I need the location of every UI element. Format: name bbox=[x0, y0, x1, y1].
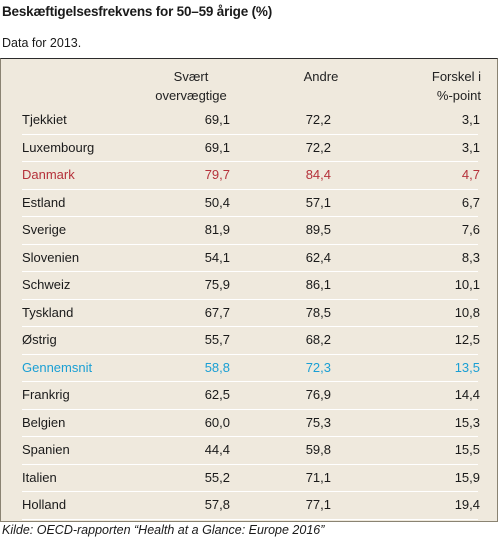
obese-cell: 55,2 bbox=[204, 469, 230, 485]
country-cell: Slovenien bbox=[22, 249, 80, 265]
obese-cell: 81,9 bbox=[204, 222, 230, 237]
country-cell: Danmark bbox=[22, 167, 75, 182]
others-cell: 71,1 bbox=[305, 469, 331, 485]
others-cell: 68,2 bbox=[305, 332, 331, 347]
table-row: Holland 57,8 77,1 19,4 bbox=[22, 492, 480, 520]
data-table: Svært overvægtige Andre Forskel i %-poin… bbox=[0, 58, 498, 522]
country-cell: Holland bbox=[22, 497, 67, 512]
country-cell: Luxembourg bbox=[22, 139, 95, 155]
table-row: Spanien 44,4 59,8 15,5 bbox=[22, 437, 480, 465]
others-cell: 59,8 bbox=[305, 442, 331, 457]
difference-cell: 15,3 bbox=[454, 414, 480, 430]
difference-cell: 10,8 bbox=[454, 304, 480, 320]
table-row: Gennemsnit 58,8 72,3 13,5 bbox=[22, 355, 480, 382]
header-others: Andre bbox=[303, 69, 339, 84]
others-cell: 72,2 bbox=[305, 139, 331, 155]
header-obese: Svært overvægtige bbox=[155, 69, 227, 103]
source-note: Kilde: OECD-rapporten “Health at a Glanc… bbox=[2, 523, 325, 537]
table-row: Østrig 55,7 68,2 12,5 bbox=[22, 327, 480, 355]
others-cell: 86,1 bbox=[305, 277, 331, 292]
others-cell: 62,4 bbox=[305, 249, 331, 265]
table-row: Estland 50,4 57,1 6,7 bbox=[22, 190, 480, 217]
others-cell: 89,5 bbox=[305, 222, 331, 237]
obese-cell: 54,1 bbox=[204, 249, 230, 265]
obese-cell: 58,8 bbox=[204, 359, 230, 375]
table-row: Italien 55,2 71,1 15,9 bbox=[22, 465, 480, 492]
difference-cell: 4,7 bbox=[461, 167, 480, 182]
table-row: Tyskland 67,7 78,5 10,8 bbox=[22, 300, 480, 327]
country-cell: Tjekkiet bbox=[22, 112, 67, 127]
country-cell: Schweiz bbox=[22, 277, 71, 292]
obese-cell: 60,0 bbox=[204, 414, 230, 430]
obese-cell: 75,9 bbox=[204, 277, 230, 292]
country-cell: Estland bbox=[22, 194, 66, 210]
table-subtitle: Data for 2013. bbox=[2, 36, 82, 50]
obese-cell: 69,1 bbox=[204, 112, 230, 127]
obese-cell: 44,4 bbox=[204, 442, 230, 457]
others-cell: 78,5 bbox=[305, 304, 331, 320]
difference-cell: 14,4 bbox=[454, 387, 480, 402]
obese-cell: 62,5 bbox=[204, 387, 230, 402]
others-cell: 57,1 bbox=[305, 194, 331, 210]
difference-cell: 13,5 bbox=[454, 359, 480, 375]
difference-cell: 10,1 bbox=[454, 277, 480, 292]
table-row: Tjekkiet 69,1 72,2 3,1 bbox=[22, 107, 480, 135]
difference-cell: 15,9 bbox=[454, 469, 480, 485]
table-row: Luxembourg 69,1 72,2 3,1 bbox=[22, 135, 480, 162]
table-title: Beskæftigelsesfrekvens for 50–59 årige (… bbox=[2, 4, 272, 19]
difference-cell: 6,7 bbox=[461, 194, 480, 210]
table-row: Slovenien 54,1 62,4 8,3 bbox=[22, 245, 480, 272]
obese-cell: 50,4 bbox=[204, 194, 230, 210]
obese-cell: 67,7 bbox=[204, 304, 230, 320]
others-cell: 84,4 bbox=[305, 167, 331, 182]
table-row: Schweiz 75,9 86,1 10,1 bbox=[22, 272, 480, 300]
difference-cell: 3,1 bbox=[461, 139, 480, 155]
country-cell: Frankrig bbox=[22, 387, 70, 402]
country-cell: Italien bbox=[22, 469, 57, 485]
others-cell: 72,2 bbox=[305, 112, 331, 127]
difference-cell: 3,1 bbox=[461, 112, 480, 127]
table-row: Sverige 81,9 89,5 7,6 bbox=[22, 217, 480, 245]
table-row: Belgien 60,0 75,3 15,3 bbox=[22, 410, 480, 437]
obese-cell: 69,1 bbox=[204, 139, 230, 155]
difference-cell: 8,3 bbox=[461, 249, 480, 265]
header-difference: Forskel i %-point bbox=[431, 69, 481, 103]
others-cell: 75,3 bbox=[305, 414, 331, 430]
table-row: Frankrig 62,5 76,9 14,4 bbox=[22, 382, 480, 410]
country-cell: Spanien bbox=[22, 442, 70, 457]
obese-cell: 57,8 bbox=[204, 497, 230, 512]
country-cell: Gennemsnit bbox=[22, 359, 93, 375]
obese-cell: 55,7 bbox=[204, 332, 230, 347]
obese-cell: 79,7 bbox=[204, 167, 230, 182]
others-cell: 76,9 bbox=[305, 387, 331, 402]
country-cell: Belgien bbox=[22, 414, 66, 430]
difference-cell: 12,5 bbox=[454, 332, 480, 347]
country-cell: Tyskland bbox=[22, 304, 74, 320]
country-cell: Sverige bbox=[22, 222, 67, 237]
difference-cell: 15,5 bbox=[454, 442, 480, 457]
difference-cell: 7,6 bbox=[461, 222, 480, 237]
others-cell: 72,3 bbox=[305, 359, 331, 375]
others-cell: 77,1 bbox=[305, 497, 331, 512]
country-cell: Østrig bbox=[22, 332, 57, 347]
table-row: Danmark 79,7 84,4 4,7 bbox=[22, 162, 480, 190]
difference-cell: 19,4 bbox=[454, 497, 480, 512]
table-body: Tjekkiet 69,1 72,2 3,1 Luxembourg 69,1 72,2 3,1… bbox=[22, 107, 480, 520]
